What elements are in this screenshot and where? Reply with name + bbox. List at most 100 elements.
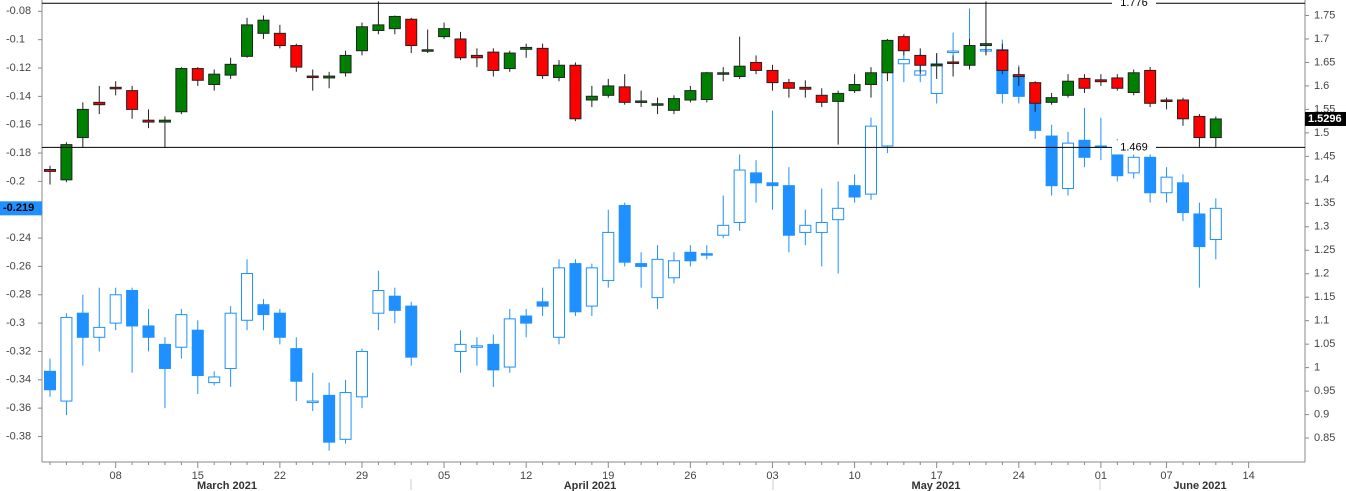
candle-body [142, 119, 155, 123]
candle-body [667, 260, 680, 279]
candle-body [372, 290, 385, 314]
candle-body [865, 125, 877, 195]
x-tick-label: 01 [1095, 470, 1107, 482]
candle-body [339, 54, 352, 74]
candle-body [208, 376, 221, 384]
candle-body [191, 68, 204, 81]
y-tick-label: -0.08 [6, 5, 31, 17]
candle-body [635, 263, 648, 267]
candle-body [1062, 80, 1075, 96]
candle-body [158, 343, 171, 369]
candle-body [766, 69, 779, 84]
y-tick-label: -0.16 [6, 119, 31, 131]
y2-tick-label: 1.5 [1314, 127, 1329, 139]
candle-body [947, 50, 960, 54]
candle-body [273, 32, 286, 47]
candle-body [651, 103, 664, 106]
last-price-box [1305, 111, 1346, 126]
y-tick-label: -0.38 [6, 430, 31, 442]
x-tick-label: 26 [684, 470, 696, 482]
candle-body [1193, 115, 1206, 139]
candle-body [1078, 77, 1091, 89]
candle-body [1160, 176, 1173, 194]
y-tick-label: -0.2 [6, 175, 25, 187]
candle-body [126, 90, 139, 110]
candle-body [782, 82, 795, 89]
candle-body [76, 108, 89, 139]
y-tick-label: -0.32 [6, 345, 31, 357]
candle-body [1094, 79, 1107, 83]
candle-body [881, 39, 894, 74]
candle-body [470, 54, 483, 59]
candle-body [700, 72, 713, 101]
candle-body [1062, 142, 1075, 189]
candle-body [750, 61, 763, 71]
candle-body [257, 19, 270, 34]
candle-body [1045, 135, 1058, 187]
x-tick-label: 05 [438, 470, 450, 482]
candle-body [44, 168, 56, 172]
candle-body [290, 45, 303, 68]
candle-body [1209, 118, 1222, 139]
x-tick-label: 15 [192, 470, 204, 482]
candle-body [306, 400, 319, 404]
candle-body [979, 43, 992, 47]
y2-tick-label: 1.75 [1314, 9, 1335, 21]
candle-body [1111, 77, 1124, 89]
candle-body [996, 49, 1009, 71]
last-price-label: -0.219 [3, 202, 34, 214]
month-label: June 2021 [1173, 480, 1226, 491]
candle-body [306, 75, 319, 79]
candle-body [832, 92, 845, 102]
y2-tick-label: 1.3 [1314, 221, 1329, 233]
candle-body [602, 85, 615, 96]
x-tick-label: 29 [356, 470, 368, 482]
candle-body [93, 326, 106, 338]
candle-body [799, 224, 812, 233]
candle-body [339, 392, 352, 440]
candle-body [93, 101, 106, 106]
candle-body [1012, 74, 1025, 78]
candle-body [585, 95, 598, 101]
candle-body [323, 75, 336, 79]
x-tick-label: 14 [1243, 470, 1255, 482]
y2-tick-label: 0.9 [1314, 408, 1329, 420]
candle-body [963, 45, 976, 66]
candle-body [388, 15, 401, 30]
candle-body [224, 63, 237, 76]
candle-body [1209, 207, 1222, 241]
candle-body [667, 98, 680, 111]
y-tick-label: -0.24 [6, 232, 31, 244]
candle-body [947, 61, 960, 64]
candle-body [241, 273, 254, 321]
candle-body [290, 348, 303, 382]
y-tick-label: -0.34 [6, 374, 31, 386]
y2-tick-label: 1.15 [1314, 291, 1335, 303]
month-label: March 2021 [197, 480, 257, 491]
y2-tick-label: 0.95 [1314, 385, 1335, 397]
candle-body [405, 18, 418, 47]
candle-body [602, 231, 615, 282]
candle-body [503, 318, 516, 368]
candle-body [684, 90, 697, 101]
candle-body [60, 144, 73, 181]
candle-body [553, 64, 566, 78]
candle-body [1078, 139, 1091, 158]
candle-body [470, 345, 483, 348]
candle-body [815, 221, 828, 233]
x-tick-label: 03 [766, 470, 778, 482]
candle-body [930, 63, 943, 67]
candle-body [503, 52, 516, 70]
month-label: May 2021 [912, 480, 961, 491]
candle-body [700, 253, 713, 256]
candle-body [536, 47, 549, 77]
x-tick-label: 24 [1013, 470, 1025, 482]
candle-body [1144, 69, 1157, 104]
y2-tick-label: 1.6 [1314, 80, 1329, 92]
candle-body [323, 394, 336, 443]
candle-body [635, 100, 648, 103]
month-label: April 2021 [564, 480, 617, 491]
candle-body [717, 224, 730, 236]
y-tick-label: -0.26 [6, 260, 31, 272]
